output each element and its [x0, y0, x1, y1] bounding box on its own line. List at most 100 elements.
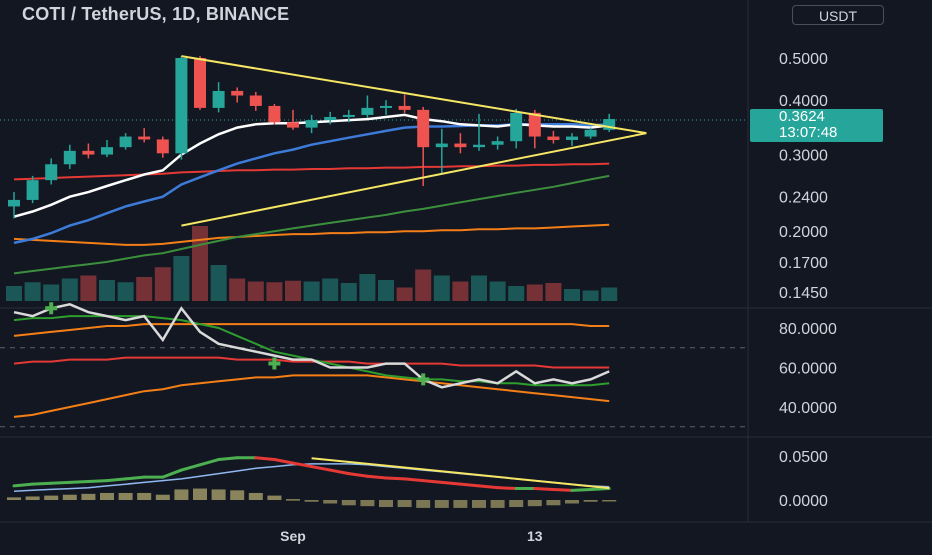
macd-histogram-bar — [453, 500, 468, 508]
candle[interactable] — [194, 58, 206, 108]
volume-bar — [433, 275, 450, 301]
macd-histogram-bar — [155, 494, 170, 500]
candle[interactable] — [156, 139, 169, 154]
candle[interactable] — [473, 144, 485, 148]
candle[interactable] — [287, 122, 299, 128]
macd-line-segment — [272, 458, 295, 465]
volume-bar — [247, 281, 264, 301]
rsi-pane — [13, 302, 610, 418]
candle[interactable] — [510, 112, 523, 142]
macd-line-segment — [496, 486, 518, 491]
candle[interactable] — [82, 150, 95, 155]
macd-line-segment — [68, 480, 90, 484]
volume-bar — [6, 286, 22, 301]
candle[interactable] — [324, 116, 337, 121]
candle[interactable] — [63, 150, 76, 165]
candle[interactable] — [231, 90, 244, 96]
price-tick-label: 0.1700 — [779, 255, 828, 272]
rsi-line — [13, 302, 610, 389]
time-tick-label: Sep — [280, 528, 306, 544]
triangle-upper-line[interactable] — [181, 55, 647, 135]
macd-line-segment — [440, 480, 462, 486]
volume-bar — [80, 275, 97, 301]
volume-bar — [340, 283, 357, 301]
candle[interactable] — [26, 180, 39, 200]
macd-histogram-bar — [25, 496, 40, 500]
macd-line-segment — [384, 476, 407, 481]
volume-bar — [471, 275, 487, 301]
rsi-band-lower — [13, 374, 610, 418]
macd-trend-line[interactable] — [311, 457, 610, 490]
candle[interactable] — [435, 143, 448, 148]
last-price-value: 0.3624 — [779, 108, 825, 125]
volume-bar — [229, 278, 246, 301]
volume-bar — [154, 267, 171, 301]
macd-histogram-bar — [472, 500, 486, 508]
currency-button[interactable]: USDT — [792, 5, 884, 25]
price-pane — [6, 55, 647, 301]
volume-bar — [415, 269, 432, 301]
macd-histogram-bar — [44, 495, 59, 500]
macd-histogram-bar — [100, 492, 114, 500]
macd-line-segment — [124, 475, 146, 481]
volume-bar — [285, 280, 301, 301]
volume-bar — [378, 280, 394, 301]
macd-line-segment — [533, 487, 555, 491]
candle[interactable] — [584, 129, 597, 137]
candle[interactable] — [417, 109, 430, 148]
candle[interactable] — [491, 141, 504, 145]
macd-histogram-bar — [546, 500, 561, 506]
price-axis[interactable]: 0.5000 0.4000 0.3000 0.2400 0.2000 0.1700 0.14… — [779, 51, 837, 510]
macd-histogram-bar — [583, 500, 598, 502]
candle[interactable] — [342, 114, 355, 117]
macd-line-segment — [570, 487, 593, 492]
macd-line-segment — [31, 481, 53, 486]
countdown-timer: 13:07:48 — [779, 124, 838, 141]
ma-green-line — [13, 174, 610, 275]
macd-tick-label: 0.0000 — [779, 493, 828, 510]
candle[interactable] — [547, 136, 560, 141]
volume-bar — [601, 287, 618, 301]
volume-bar — [117, 282, 134, 301]
time-axis[interactable]: Sep 13 — [280, 528, 543, 544]
volume-bar — [359, 274, 376, 301]
rsi-tick-label: 80.0000 — [779, 321, 837, 338]
candle[interactable] — [454, 143, 467, 148]
price-tick-label: 0.3000 — [779, 148, 828, 165]
volume-bar — [582, 290, 599, 301]
candle[interactable] — [138, 136, 151, 140]
macd-line-segment — [105, 477, 128, 483]
candle[interactable] — [101, 147, 113, 155]
candle[interactable] — [361, 107, 374, 115]
candle[interactable] — [45, 164, 58, 181]
triangle-lower-line[interactable] — [181, 132, 647, 227]
volume-bar — [545, 283, 562, 301]
macd-tick-label: 0.0500 — [779, 449, 828, 466]
rsi-signal-marker — [268, 357, 281, 370]
candle[interactable] — [603, 119, 616, 130]
rsi-signal-marker — [45, 302, 58, 315]
candle[interactable] — [8, 199, 20, 207]
candle[interactable] — [268, 105, 281, 123]
candle[interactable] — [398, 105, 411, 110]
volume-bar — [303, 281, 320, 301]
candle[interactable] — [119, 136, 132, 148]
candle[interactable] — [380, 105, 392, 108]
price-tick-label: 0.5000 — [779, 51, 828, 68]
candle[interactable] — [212, 90, 225, 108]
macd-histogram-bar — [565, 500, 579, 504]
candle[interactable] — [566, 136, 578, 141]
macd-histogram-bar — [323, 500, 338, 504]
macd-line-segment — [217, 456, 239, 462]
candle[interactable] — [528, 112, 541, 137]
macd-line-segment — [421, 479, 444, 484]
candle[interactable] — [305, 120, 318, 128]
macd-line-segment — [198, 458, 221, 467]
candle[interactable] — [249, 95, 262, 106]
macd-histogram-bar — [248, 492, 263, 500]
macd-histogram-bar — [62, 494, 77, 500]
volume-bar — [24, 282, 41, 301]
candle[interactable] — [175, 58, 188, 154]
volume-bar — [136, 277, 153, 301]
